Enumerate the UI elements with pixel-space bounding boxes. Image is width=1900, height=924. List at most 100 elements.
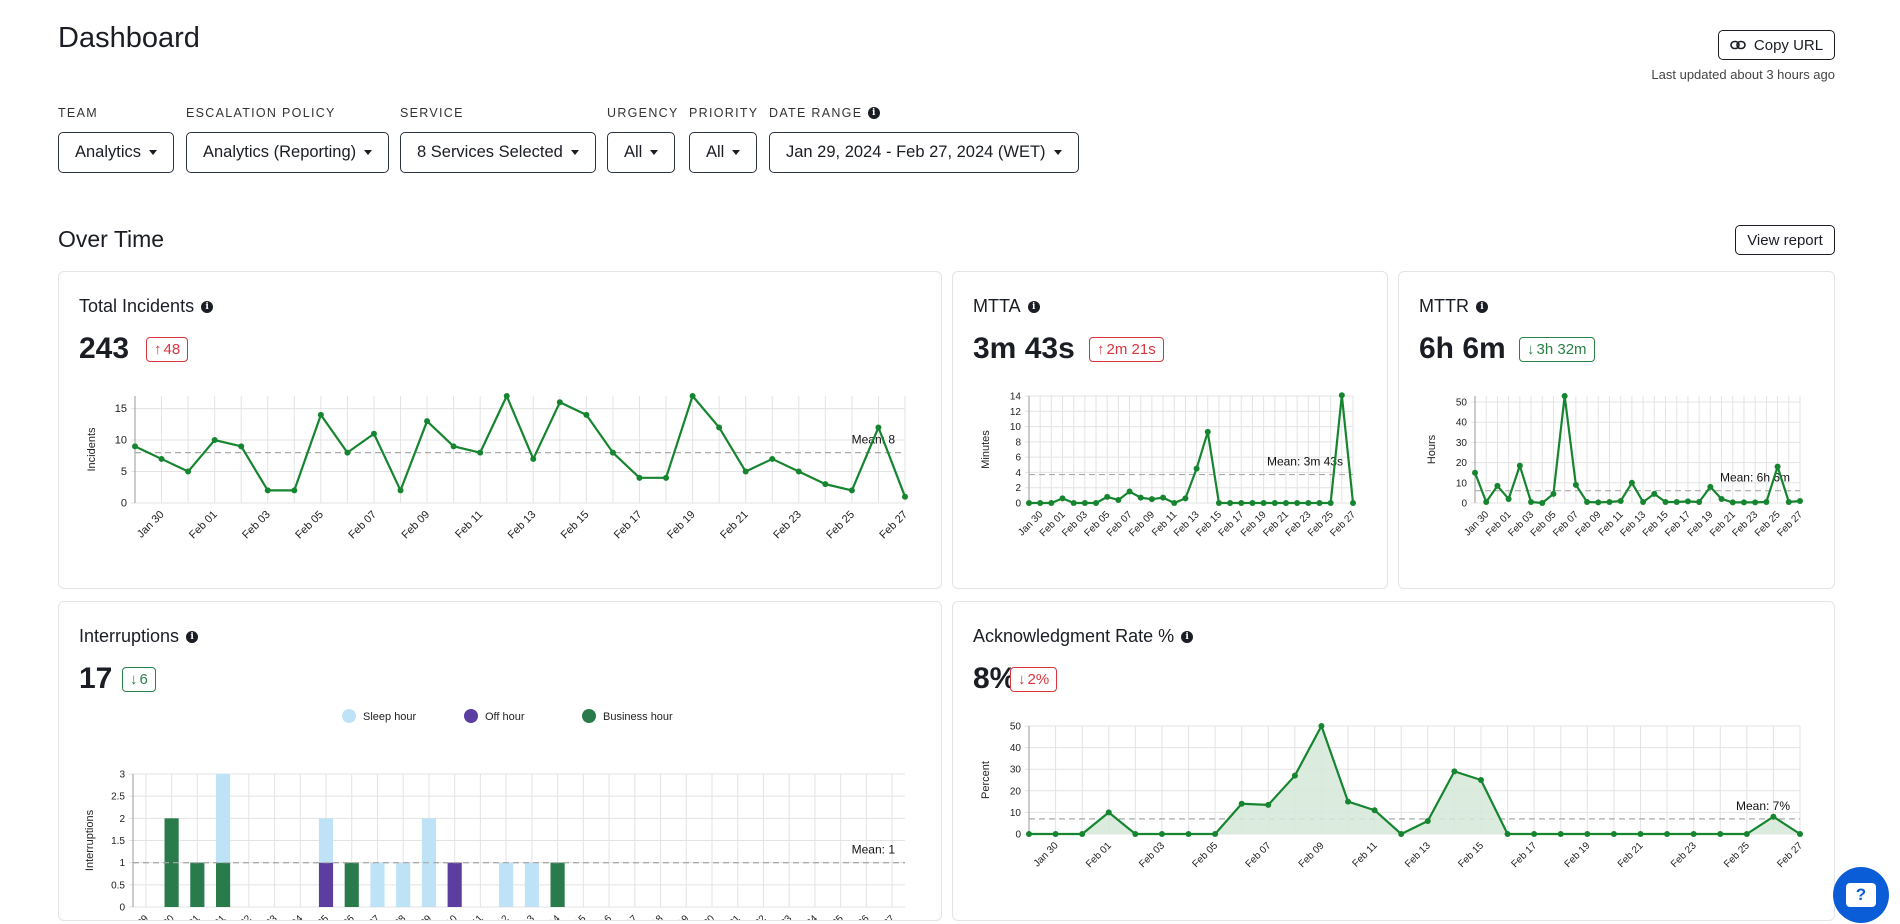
- filter-team: TEAM Analytics: [58, 104, 175, 173]
- data-point: [1327, 500, 1334, 506]
- data-point: [1059, 495, 1066, 502]
- filter-date-range: DATE RANGE i Jan 29, 2024 - Feb 27, 2024 …: [769, 104, 1079, 173]
- copy-url-label: Copy URL: [1753, 36, 1824, 54]
- data-point: [769, 455, 776, 462]
- info-icon[interactable]: i: [1475, 300, 1488, 313]
- data-point: [397, 487, 404, 494]
- y-tick-label: 15: [115, 403, 127, 415]
- y-tick-label: 14: [1010, 392, 1022, 403]
- y-tick-label: 0: [119, 903, 125, 914]
- data-point: [1763, 498, 1770, 505]
- data-point: [503, 393, 510, 399]
- x-tick-label: Feb 03: [250, 913, 280, 920]
- info-icon[interactable]: i: [186, 630, 199, 643]
- x-tick-label: Feb 07: [1244, 840, 1274, 870]
- data-point: [1797, 831, 1803, 837]
- service-dropdown[interactable]: 8 Services Selected: [400, 132, 596, 173]
- bar: [550, 862, 565, 907]
- x-tick-label: Feb 13: [506, 509, 539, 542]
- data-point: [1707, 483, 1714, 490]
- legend-swatch: [342, 709, 356, 723]
- data-point: [1081, 500, 1088, 506]
- data-point: [583, 411, 590, 418]
- data-point: [609, 449, 616, 456]
- date-range-dropdown[interactable]: Jan 29, 2024 - Feb 27, 2024 (WET): [769, 132, 1079, 173]
- y-tick-label: 30: [1010, 765, 1022, 776]
- metric-value: 3m 43s: [973, 332, 1075, 365]
- y-tick-label: 4: [1015, 468, 1021, 479]
- caret-down-icon: [732, 150, 741, 155]
- card-interruptions: Interruptions i 17 ↓ 6 0 0.5 1 1.5 2 2.5 3 Interr…: [58, 601, 942, 921]
- x-tick-label: Feb 27: [1775, 509, 1805, 539]
- data-point: [317, 411, 324, 418]
- data-point: [1451, 768, 1458, 775]
- data-point: [1193, 465, 1200, 472]
- data-point: [1345, 798, 1352, 805]
- x-tick-label: Feb 09: [1297, 840, 1327, 870]
- x-tick-label: Feb 06: [327, 913, 357, 920]
- priority-dropdown[interactable]: All: [689, 132, 758, 173]
- copy-url-button[interactable]: Copy URL: [1718, 30, 1835, 60]
- data-point: [1531, 831, 1538, 837]
- data-point: [1572, 481, 1579, 488]
- filter-priority-label: PRIORITY: [689, 106, 759, 120]
- y-tick-label: 3: [119, 770, 125, 781]
- data-point: [185, 468, 192, 475]
- series-line: [1473, 394, 1801, 505]
- data-point: [1717, 831, 1724, 837]
- y-tick-label: 2: [1015, 483, 1021, 494]
- bar: [524, 862, 539, 907]
- y-tick-label: 12: [1010, 407, 1022, 418]
- data-point: [1126, 488, 1133, 495]
- data-point: [1115, 496, 1122, 503]
- data-point: [1606, 498, 1613, 505]
- x-tick-label: Feb 15: [559, 913, 589, 920]
- view-report-button[interactable]: View report: [1735, 225, 1835, 255]
- y-tick-label: 30: [1456, 438, 1468, 449]
- data-point: [1316, 500, 1323, 506]
- x-tick-label: Feb 17: [610, 913, 640, 920]
- escalation-policy-dropdown[interactable]: Analytics (Reporting): [186, 132, 390, 173]
- data-point: [1318, 723, 1325, 729]
- card-title: Total Incidents i: [79, 296, 214, 317]
- x-tick-label: Feb 25: [816, 913, 846, 920]
- urgency-dropdown[interactable]: All: [607, 132, 676, 173]
- data-point: [1797, 497, 1803, 504]
- data-point: [1105, 809, 1112, 816]
- bar: [499, 862, 514, 907]
- x-tick-label: Feb 21: [718, 509, 751, 542]
- x-tick-label: Feb 12: [481, 913, 511, 920]
- data-point: [1148, 496, 1155, 503]
- info-icon[interactable]: i: [201, 300, 214, 313]
- data-point: [556, 399, 563, 406]
- caret-down-icon: [149, 150, 158, 155]
- x-tick-label: Feb 27: [877, 509, 910, 542]
- x-tick-label: Feb 10: [430, 913, 460, 920]
- data-point: [1494, 482, 1501, 489]
- bar: [447, 862, 462, 907]
- filter-date-range-label: DATE RANGE i: [769, 104, 1079, 122]
- help-chat-button[interactable]: ?: [1833, 867, 1889, 923]
- delta-badge: ↑ 2m 21s: [1089, 337, 1164, 362]
- data-point: [1350, 500, 1356, 506]
- data-point: [424, 418, 431, 425]
- data-point: [1265, 801, 1272, 808]
- info-icon[interactable]: i: [1181, 630, 1194, 643]
- team-dropdown[interactable]: Analytics: [58, 132, 175, 173]
- data-point: [1584, 498, 1591, 505]
- data-point: [1729, 499, 1736, 506]
- y-axis-label: Incidents: [86, 427, 98, 472]
- data-point: [1557, 831, 1564, 837]
- y-tick-label: 6: [1015, 453, 1021, 464]
- data-point: [742, 468, 749, 475]
- x-tick-label: Feb 15: [559, 509, 592, 542]
- bar: [215, 774, 231, 863]
- delta-badge: ↓ 2%: [1010, 667, 1058, 692]
- info-icon[interactable]: i: [1027, 300, 1040, 313]
- y-tick-label: 40: [1010, 743, 1022, 754]
- data-point: [1048, 500, 1055, 506]
- y-tick-label: 10: [1010, 422, 1022, 433]
- info-icon[interactable]: i: [868, 107, 881, 119]
- data-point: [1160, 494, 1167, 501]
- mean-label: Mean: 1: [852, 843, 896, 857]
